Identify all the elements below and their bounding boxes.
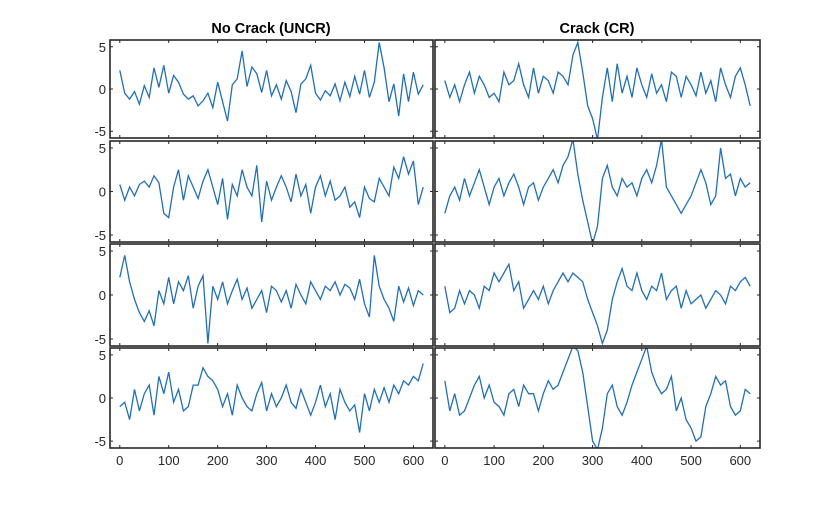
- series-line: [444, 141, 751, 242]
- x-tick-label: 100: [483, 453, 505, 468]
- x-tick-label: 600: [729, 453, 751, 468]
- x-tick-label: 500: [680, 453, 702, 468]
- subplot-0-3: 0 100 200 300 400 500 600 -5 0 5: [94, 347, 434, 468]
- y-tick-label: -5: [94, 124, 106, 139]
- subplot-0-0: -5 0 5: [94, 39, 434, 139]
- axes-border: [109, 243, 434, 347]
- subplot-1-3: 0 100 200 300 400 500 600: [434, 347, 761, 468]
- y-tick-label: 5: [99, 141, 106, 156]
- axes-background: [110, 141, 433, 242]
- axes-background: [110, 244, 433, 346]
- axes-border: [109, 39, 434, 139]
- series-line: [119, 42, 424, 122]
- column-title-no-crack: No Crack (UNCR): [211, 21, 330, 37]
- y-tick-label: 5: [99, 40, 106, 55]
- column-title-crack: Crack (CR): [560, 21, 635, 37]
- y-tick-label: 0: [99, 288, 106, 303]
- axes-background: [110, 348, 433, 448]
- x-tick-label: 200: [532, 453, 554, 468]
- series-line: [119, 363, 424, 433]
- y-tick-label: -5: [94, 228, 106, 243]
- axes-border: [434, 243, 761, 347]
- x-tick-label: 600: [403, 453, 425, 468]
- x-tick-label: 400: [305, 453, 327, 468]
- x-tick-label: 300: [256, 453, 278, 468]
- axes-border: [434, 347, 761, 449]
- y-tick-label: 5: [99, 244, 106, 259]
- axes-background: [110, 40, 433, 138]
- series-line: [444, 262, 751, 346]
- axes-background: [435, 348, 760, 448]
- y-tick-label: 0: [99, 391, 106, 406]
- subplot-1-0: [434, 39, 761, 139]
- subplot-1-1: [434, 140, 761, 243]
- subplot-0-2: -5 0 5: [94, 243, 434, 347]
- y-tick-label: -5: [94, 332, 106, 347]
- y-tick-label: 0: [99, 82, 106, 97]
- x-tick-label: 300: [582, 453, 604, 468]
- x-tick-label: 100: [158, 453, 180, 468]
- x-tick-label: 500: [354, 453, 376, 468]
- x-tick-label: 400: [631, 453, 653, 468]
- axes-border: [434, 140, 761, 243]
- subplot-1-2: [434, 243, 761, 347]
- x-tick-label: 0: [441, 453, 448, 468]
- series-line: [444, 40, 751, 138]
- axes-border: [109, 347, 434, 449]
- axes-background: [435, 244, 760, 346]
- x-tick-label: 0: [116, 453, 123, 468]
- series-line: [119, 255, 424, 344]
- y-tick-label: 5: [99, 348, 106, 363]
- series-line: [119, 156, 424, 223]
- axes-border: [109, 140, 434, 243]
- x-tick-label: 200: [207, 453, 229, 468]
- y-tick-label: 0: [99, 185, 106, 200]
- series-line: [444, 348, 751, 448]
- axes-background: [435, 40, 760, 138]
- axes-border: [434, 39, 761, 139]
- subplot-0-1: -5 0 5: [94, 140, 434, 243]
- y-tick-label: -5: [94, 434, 106, 449]
